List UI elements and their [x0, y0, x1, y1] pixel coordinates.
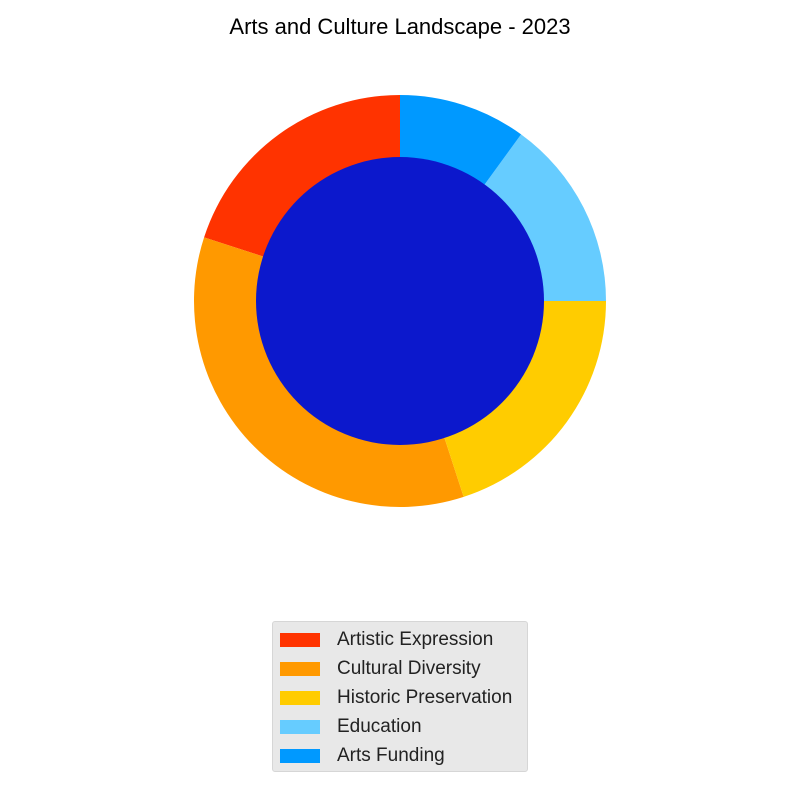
chart-title: Arts and Culture Landscape - 2023 [229, 14, 571, 39]
legend-swatch [280, 690, 320, 705]
legend-label: Cultural Diversity [337, 657, 481, 679]
legend-item-arts-funding: Arts Funding [273, 741, 527, 770]
donut-center [256, 157, 544, 445]
legend-item-cultural-diversity: Cultural Diversity [273, 654, 527, 683]
legend-label: Arts Funding [337, 744, 445, 766]
legend-label: Artistic Expression [337, 628, 494, 650]
legend-swatch [280, 632, 320, 647]
legend-swatch [280, 719, 320, 734]
legend-label: Education [337, 715, 422, 737]
legend-item-artistic-expression: Artistic Expression [273, 625, 527, 654]
legend-swatch [280, 661, 320, 676]
legend-label: Historic Preservation [337, 686, 513, 708]
legend-item-education: Education [273, 712, 527, 741]
legend-swatch [280, 748, 320, 763]
legend: Artistic Expression Cultural Diversity H… [272, 621, 528, 772]
legend-item-historic-preservation: Historic Preservation [273, 683, 527, 712]
